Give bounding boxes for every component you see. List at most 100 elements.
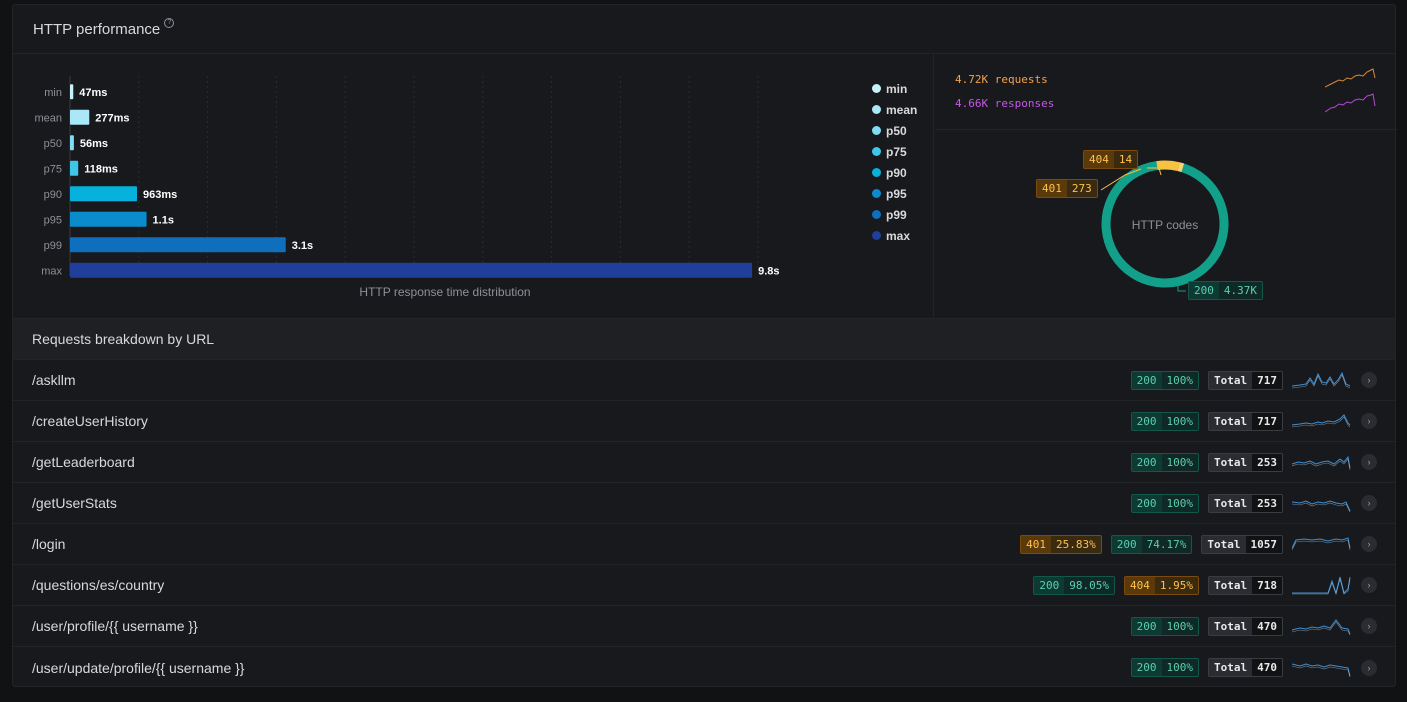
legend-item-min[interactable]: min [872, 78, 917, 99]
chevron-right-icon[interactable]: › [1361, 536, 1377, 552]
chevron-right-icon[interactable]: › [1361, 454, 1377, 470]
chevron-right-icon[interactable]: › [1361, 577, 1377, 593]
bar-p90[interactable] [70, 186, 138, 202]
row-stats: 200 100% Total 717 › [1130, 370, 1377, 390]
breakdown-rows: /askllm 200 100% Total 717 ›/createUserHistor… [13, 360, 1395, 688]
bar-p95[interactable] [70, 211, 147, 227]
legend-dot [872, 189, 881, 198]
status-badge-200: 200 74.17% [1110, 534, 1193, 554]
bar-mean[interactable] [70, 109, 90, 125]
legend-label: max [886, 228, 911, 243]
legend-item-mean[interactable]: mean [872, 99, 917, 120]
status-percent: 74.17% [1141, 535, 1192, 553]
total-badge: Total 470 [1208, 658, 1283, 677]
status-code: 401 [1021, 535, 1051, 553]
row-stats: 200 100% Total 470 › [1130, 616, 1377, 636]
row-sparkline [1292, 619, 1351, 636]
status-code: 200 [1131, 494, 1162, 512]
bar-p99[interactable] [70, 237, 286, 253]
status-code: 200 [1131, 371, 1162, 389]
row-url: /user/profile/{{ username }} [32, 618, 198, 634]
bar-value-label: 47ms [79, 87, 107, 99]
sparkline-path [1292, 458, 1351, 471]
legend-item-p95[interactable]: p95 [872, 183, 917, 204]
legend-item-p50[interactable]: p50 [872, 120, 917, 141]
table-row[interactable]: /getUserStats 200 100% Total 253 › [13, 483, 1395, 524]
status-code: 200 [1131, 617, 1162, 635]
chevron-right-icon[interactable]: › [1361, 495, 1377, 511]
donut-tag-401: 401 273 [1036, 179, 1098, 198]
bar-min[interactable] [70, 84, 74, 100]
bar-value-label: 963ms [143, 189, 177, 201]
total-value: 470 [1252, 659, 1282, 676]
total-value: 717 [1252, 412, 1282, 430]
panel-title: HTTP performance [33, 20, 161, 38]
donut-tag-200-count: 4.37K [1218, 282, 1262, 299]
status-percent: 1.95% [1154, 576, 1198, 594]
chevron-right-icon[interactable]: › [1361, 413, 1377, 429]
table-row[interactable]: /askllm 200 100% Total 717 › [13, 360, 1395, 401]
bar-value-label: 9.8s [758, 265, 779, 277]
row-url: /questions/es/country [32, 577, 165, 593]
summary-area: 4.72K requests 4.66K responses HTTP code… [935, 54, 1397, 319]
table-row[interactable]: /questions/es/country 200 98.05% 404 1.95% To… [13, 565, 1395, 606]
donut-segment-401[interactable] [1156, 160, 1180, 171]
total-value: 253 [1252, 453, 1282, 471]
bar-max[interactable] [70, 262, 753, 278]
bar-value-label: 56ms [80, 138, 108, 150]
row-stats: 200 100% Total 253 › [1130, 493, 1377, 513]
legend-label: p75 [886, 144, 907, 159]
y-tick-label: p99 [44, 240, 62, 252]
http-performance-panel: HTTP performance ? min 47ms mean 277ms p50 56… [12, 4, 1397, 688]
leader-line-200 [1177, 284, 1186, 292]
table-row[interactable]: /user/profile/{{ username }} 200 100% Total… [13, 606, 1395, 647]
sparkline-path [1292, 374, 1351, 389]
total-badge: Total 717 [1208, 411, 1283, 431]
sparkline-path [1292, 371, 1351, 387]
legend-label: p50 [886, 123, 907, 138]
legend-item-max[interactable]: max [872, 225, 917, 246]
total-label: Total [1209, 494, 1253, 512]
legend-item-p90[interactable]: p90 [872, 162, 917, 183]
donut-tag-404-code: 404 [1084, 151, 1114, 168]
table-row[interactable]: /login 401 25.83% 200 74.17% Total 1057 › [13, 524, 1395, 565]
row-sparkline [1292, 537, 1351, 551]
sparkline-path [1292, 576, 1351, 595]
chevron-right-icon[interactable]: › [1361, 618, 1377, 634]
donut-segment-200[interactable] [1101, 161, 1229, 288]
sparkline-path [1292, 414, 1351, 426]
legend-label: p99 [886, 207, 907, 222]
bar-p50[interactable] [70, 135, 74, 151]
legend-item-p75[interactable]: p75 [872, 141, 917, 162]
bar-p75[interactable] [70, 160, 79, 176]
total-label: Total [1209, 412, 1253, 430]
bar-value-label: 118ms [84, 163, 118, 175]
row-url: /getLeaderboard [32, 454, 135, 470]
status-badge-200: 200 100% [1130, 658, 1199, 677]
status-code: 404 [1125, 576, 1155, 594]
status-percent: 100% [1161, 494, 1198, 512]
sparkline-path [1292, 539, 1351, 551]
legend-label: mean [886, 102, 918, 117]
bar-value-label: 1.1s [153, 214, 174, 226]
legend-item-p99[interactable]: p99 [872, 204, 917, 225]
chevron-right-icon[interactable]: › [1361, 659, 1377, 676]
status-percent: 100% [1161, 617, 1198, 635]
status-code: 200 [1131, 412, 1162, 430]
sparkline-path [1292, 455, 1351, 469]
status-percent: 100% [1161, 453, 1198, 471]
status-badge-200: 200 100% [1130, 370, 1199, 390]
row-sparkline [1292, 414, 1351, 428]
help-icon[interactable]: ? [164, 18, 175, 28]
responses-count: 4.66K responses [955, 97, 1055, 110]
status-percent: 25.83% [1051, 535, 1101, 553]
chevron-right-icon[interactable]: › [1361, 372, 1377, 388]
total-value: 717 [1252, 371, 1282, 389]
table-row[interactable]: /createUserHistory 200 100% Total 717 › [13, 401, 1395, 442]
total-label: Total [1209, 617, 1253, 635]
distribution-chart-svg: min 47ms mean 277ms p50 56ms p75 118ms p90 963ms p… [34, 76, 780, 299]
total-label: Total [1209, 576, 1253, 594]
table-row[interactable]: /getLeaderboard 200 100% Total 253 › [13, 442, 1395, 483]
table-row[interactable]: /user/update/profile/{{ username }} 200 10… [13, 647, 1395, 688]
donut-segment-404[interactable] [1177, 162, 1185, 173]
